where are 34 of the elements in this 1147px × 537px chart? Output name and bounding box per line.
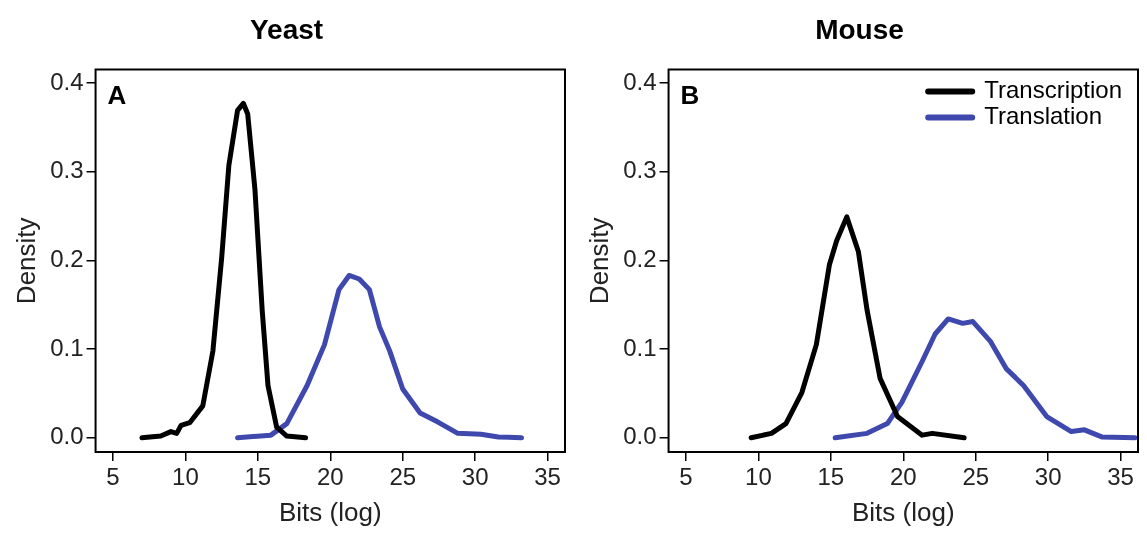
- y-tick-label: 0.1: [50, 333, 84, 361]
- y-tick-label: 0.4: [623, 67, 657, 95]
- x-tick-label: 20: [316, 463, 344, 491]
- x-tick-label: 15: [817, 463, 845, 491]
- x-tick-label: 5: [679, 463, 693, 491]
- x-tick-label: 5: [106, 463, 120, 491]
- y-tick-label: 0.4: [50, 67, 84, 95]
- x-tick-label: 10: [172, 463, 199, 491]
- x-axis-title: Bits (log): [278, 496, 382, 527]
- x-tick-label: 30: [1034, 463, 1062, 491]
- legend-label: Transcription: [984, 76, 1122, 104]
- x-tick-label: 35: [1107, 463, 1134, 491]
- chart-title: Mouse: [815, 13, 904, 45]
- y-tick-label: 0.3: [623, 156, 657, 184]
- x-axis-title: Bits (log): [851, 496, 955, 527]
- y-axis-title: Density: [10, 217, 41, 305]
- x-tick-label: 35: [534, 463, 561, 491]
- x-tick-label: 20: [889, 463, 917, 491]
- y-tick-label: 0.0: [623, 422, 657, 450]
- x-tick-label: 10: [745, 463, 772, 491]
- y-tick-label: 0.1: [623, 333, 657, 361]
- y-tick-label: 0.0: [50, 422, 84, 450]
- y-axis-title: Density: [583, 217, 614, 305]
- y-tick-label: 0.2: [50, 244, 84, 272]
- chart-title: Yeast: [249, 13, 324, 45]
- x-tick-label: 30: [461, 463, 489, 491]
- y-tick-label: 0.2: [623, 244, 657, 272]
- y-tick-label: 0.3: [50, 156, 84, 184]
- x-tick-label: 25: [389, 463, 417, 491]
- x-tick-label: 15: [244, 463, 272, 491]
- x-tick-label: 25: [962, 463, 990, 491]
- annotation: B: [680, 79, 700, 110]
- legend-label: Translation: [984, 102, 1103, 130]
- annotation: A: [107, 79, 127, 110]
